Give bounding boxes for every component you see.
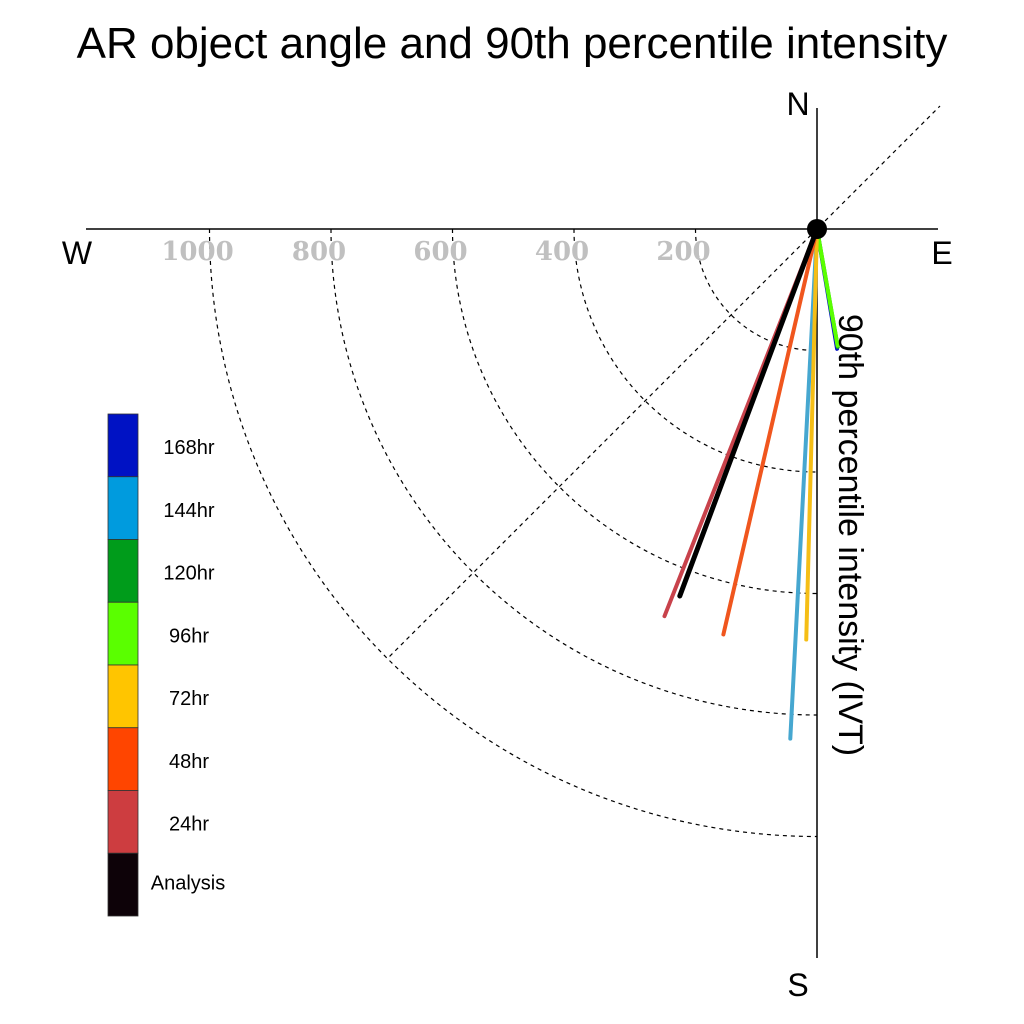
vector-96hr [815,227,840,348]
legend-swatch-48hr [107,727,139,791]
legend-label-analysis: Analysis [151,872,225,894]
ring-label-1000: 1000 [161,237,233,267]
legend-swatch-144hr [107,476,139,540]
grid-diagonal [389,105,941,657]
legend-label-96hr: 96hr [169,625,209,647]
south-label: S [787,967,808,1003]
origin-marker [807,219,827,239]
north-label: N [786,86,809,122]
vector-72hr [804,227,819,642]
legend-swatch-96hr [107,601,139,666]
legend-label-144hr: 144hr [163,500,214,522]
legend-swatch-analysis [107,852,139,917]
ring-labels: 200 400 600 800 1000 [161,237,710,267]
vectors [662,226,840,741]
legend: 168hr 144hr 120hr 96hr 72hr 48hr 24hr Analysis [107,413,225,917]
east-label: E [931,235,952,271]
legend-label-168hr: 168hr [163,437,214,459]
legend-swatch-24hr [107,790,139,854]
legend-label-24hr: 24hr [169,814,209,836]
grid-ring-200 [694,228,818,352]
polar-grid [208,105,941,838]
ring-label-600: 600 [413,237,467,267]
ring-label-800: 800 [292,237,346,267]
legend-label-120hr: 120hr [163,563,214,585]
chart-title: AR object angle and 90th percentile inte… [77,19,948,68]
legend-swatch-120hr [107,539,139,603]
vector-48hr [721,227,819,637]
legend-label-48hr: 48hr [169,751,209,773]
grid-ring-800 [330,228,818,716]
grid-ring-1000 [208,228,818,838]
ring-label-200: 200 [656,237,710,267]
axis-title: 90th percentile intensity (IVT) [831,314,869,756]
legend-swatch-168hr [107,413,139,478]
ring-label-400: 400 [535,237,589,267]
vector-144hr [788,227,819,741]
west-label: W [62,235,93,271]
legend-label-72hr: 72hr [169,688,209,710]
legend-swatch-72hr [107,664,139,729]
vector-analysis [677,226,820,599]
